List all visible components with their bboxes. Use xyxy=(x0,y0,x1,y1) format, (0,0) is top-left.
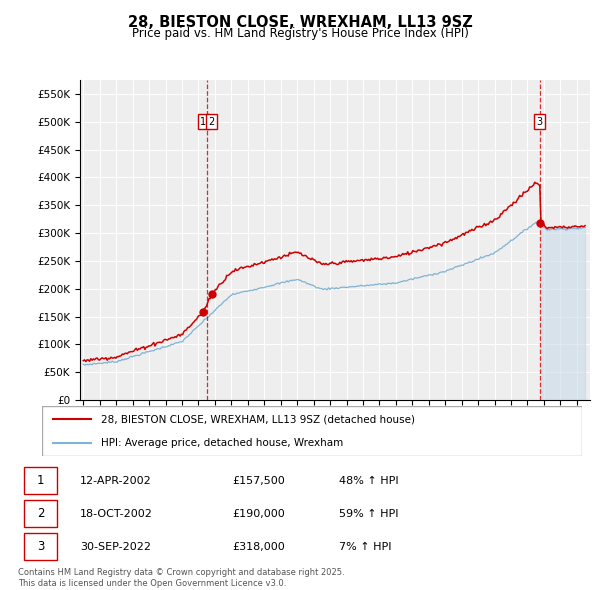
Text: 28, BIESTON CLOSE, WREXHAM, LL13 9SZ (detached house): 28, BIESTON CLOSE, WREXHAM, LL13 9SZ (de… xyxy=(101,414,415,424)
Text: Contains HM Land Registry data © Crown copyright and database right 2025.
This d: Contains HM Land Registry data © Crown c… xyxy=(18,568,344,588)
Text: 59% ↑ HPI: 59% ↑ HPI xyxy=(340,509,399,519)
Text: 30-SEP-2022: 30-SEP-2022 xyxy=(80,542,151,552)
Text: 28, BIESTON CLOSE, WREXHAM, LL13 9SZ: 28, BIESTON CLOSE, WREXHAM, LL13 9SZ xyxy=(128,15,472,30)
Text: 7% ↑ HPI: 7% ↑ HPI xyxy=(340,542,392,552)
Text: 1: 1 xyxy=(37,474,44,487)
Bar xyxy=(23,467,58,494)
Bar xyxy=(23,533,58,560)
Text: 3: 3 xyxy=(537,117,543,127)
Bar xyxy=(23,500,58,527)
Text: 12-APR-2002: 12-APR-2002 xyxy=(80,476,152,486)
Text: HPI: Average price, detached house, Wrexham: HPI: Average price, detached house, Wrex… xyxy=(101,438,344,447)
Text: 3: 3 xyxy=(37,540,44,553)
Text: £157,500: £157,500 xyxy=(232,476,285,486)
Text: £318,000: £318,000 xyxy=(232,542,285,552)
Text: 18-OCT-2002: 18-OCT-2002 xyxy=(80,509,153,519)
Text: £190,000: £190,000 xyxy=(232,509,285,519)
Text: Price paid vs. HM Land Registry's House Price Index (HPI): Price paid vs. HM Land Registry's House … xyxy=(131,27,469,40)
Text: 2: 2 xyxy=(208,117,215,127)
Text: 1: 1 xyxy=(200,117,206,127)
Text: 48% ↑ HPI: 48% ↑ HPI xyxy=(340,476,399,486)
Text: 2: 2 xyxy=(37,507,44,520)
